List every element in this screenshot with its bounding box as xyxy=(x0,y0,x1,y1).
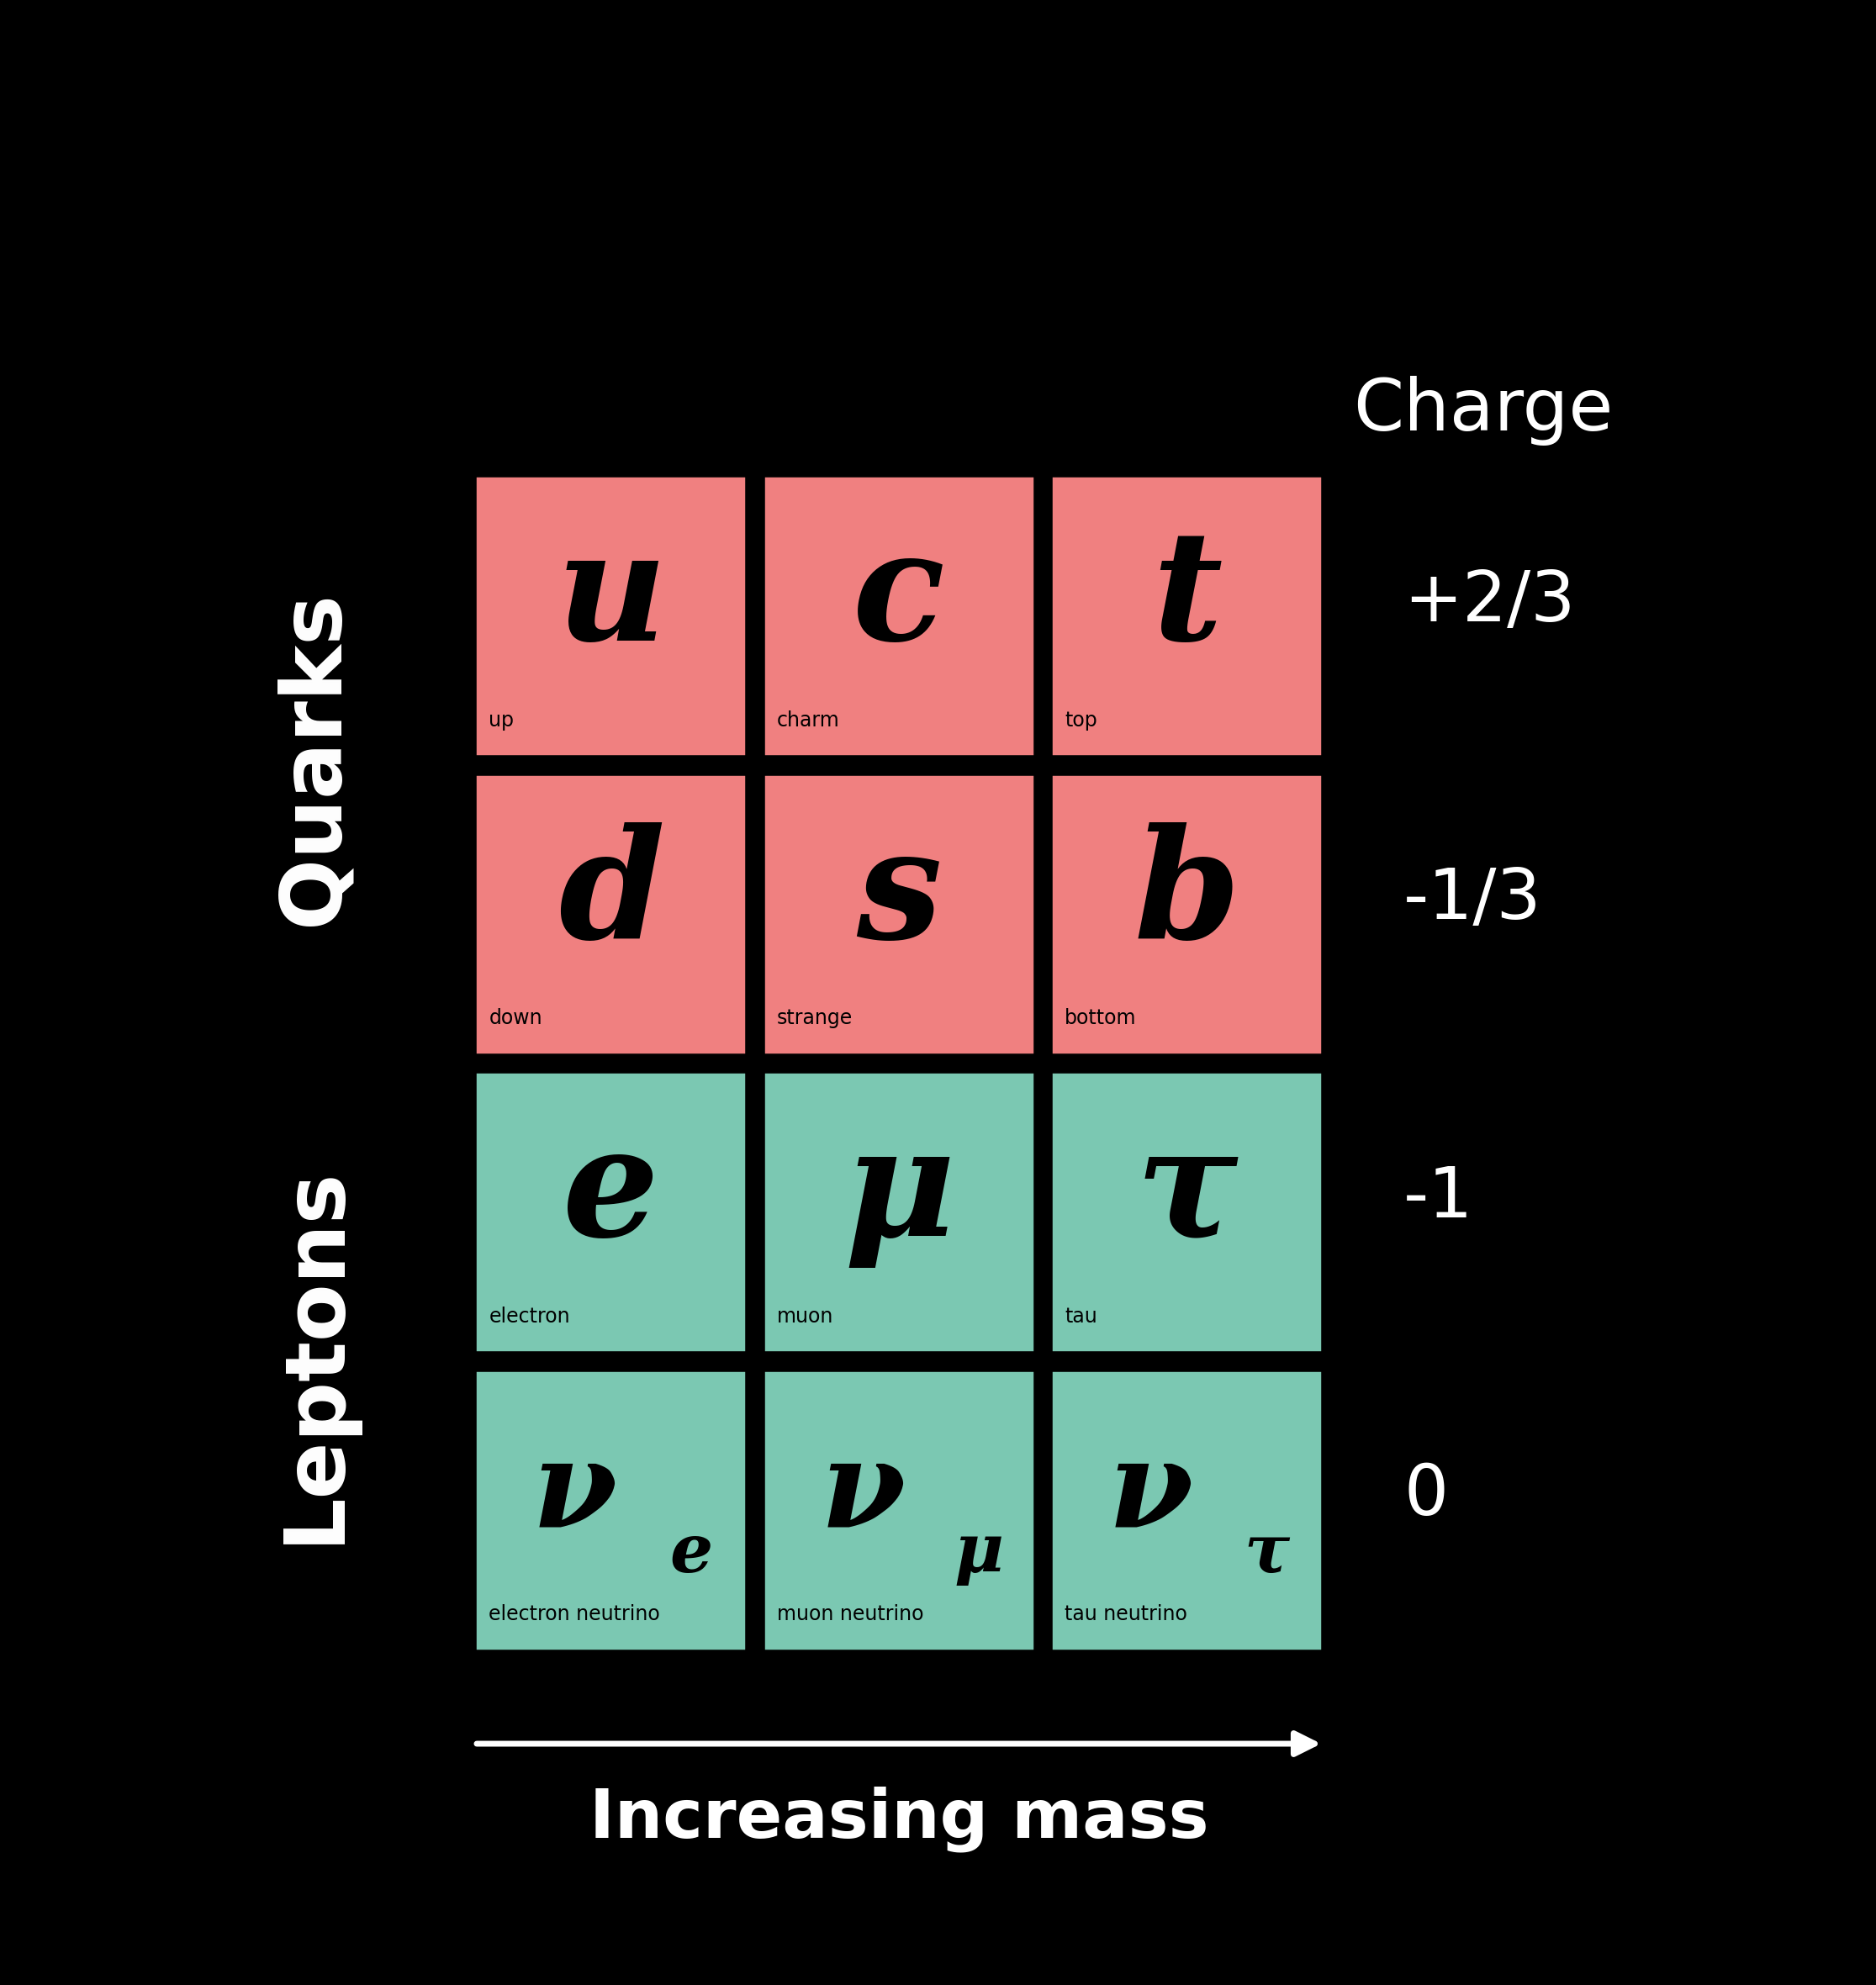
Text: τ: τ xyxy=(1244,1521,1289,1586)
Text: top: top xyxy=(1066,711,1097,730)
Text: t: t xyxy=(1152,524,1221,673)
Text: -1: -1 xyxy=(1403,1163,1473,1231)
Text: b: b xyxy=(1133,822,1240,971)
Bar xyxy=(475,474,749,758)
Bar xyxy=(475,774,749,1056)
Text: bottom: bottom xyxy=(1066,1008,1137,1028)
Bar xyxy=(475,1370,749,1652)
Text: μ: μ xyxy=(844,1120,955,1268)
Text: muon: muon xyxy=(777,1306,833,1326)
Text: strange: strange xyxy=(777,1008,854,1028)
Text: Quarks: Quarks xyxy=(274,590,355,925)
Text: s: s xyxy=(855,822,942,971)
Bar xyxy=(762,474,1036,758)
Text: Leptons: Leptons xyxy=(274,1165,355,1542)
Text: ν: ν xyxy=(1109,1433,1193,1552)
Text: c: c xyxy=(854,524,946,673)
Text: ν: ν xyxy=(533,1433,617,1552)
Text: electron: electron xyxy=(490,1306,570,1326)
Bar xyxy=(762,1072,1036,1354)
Text: up: up xyxy=(490,711,514,730)
Text: ν: ν xyxy=(820,1433,904,1552)
Text: +2/3: +2/3 xyxy=(1403,568,1576,635)
Text: 0: 0 xyxy=(1403,1461,1448,1528)
Bar xyxy=(762,774,1036,1056)
Text: μ: μ xyxy=(955,1521,1004,1586)
Bar xyxy=(1051,774,1323,1056)
Text: muon neutrino: muon neutrino xyxy=(777,1604,923,1624)
Text: Charge: Charge xyxy=(1353,375,1613,445)
Text: e: e xyxy=(563,1120,658,1268)
Text: tau: tau xyxy=(1066,1306,1097,1326)
Bar xyxy=(762,1370,1036,1652)
Text: charm: charm xyxy=(777,711,840,730)
Text: electron neutrino: electron neutrino xyxy=(490,1604,660,1624)
Text: d: d xyxy=(557,822,664,971)
Text: Increasing mass: Increasing mass xyxy=(589,1787,1208,1852)
Bar xyxy=(1051,1072,1323,1354)
Text: down: down xyxy=(490,1008,542,1028)
Text: -1/3: -1/3 xyxy=(1403,865,1542,933)
Text: u: u xyxy=(555,524,666,673)
Bar xyxy=(475,1072,749,1354)
Bar xyxy=(1051,1370,1323,1652)
Text: tau neutrino: tau neutrino xyxy=(1066,1604,1188,1624)
Bar xyxy=(1051,474,1323,758)
Text: e: e xyxy=(670,1521,713,1586)
Text: τ: τ xyxy=(1135,1120,1238,1268)
